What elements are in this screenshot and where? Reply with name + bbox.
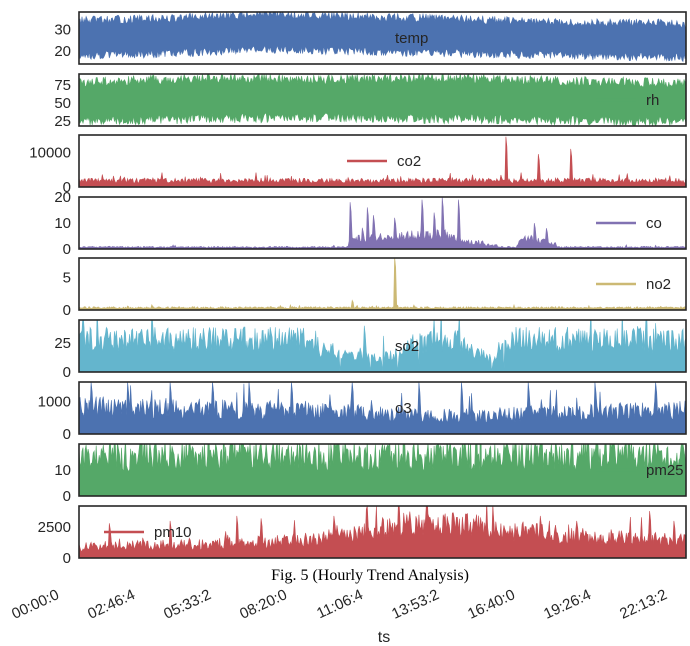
y-tick-no2-5: 5 [63,270,71,287]
y-tick-rh-50: 50 [54,95,71,112]
y-tick-rh-75: 75 [54,77,71,94]
panel-pm10: 0 2500 pm10 [38,505,687,567]
y-tick-no2-0: 0 [63,302,71,319]
series-no2 [79,258,686,310]
legend-co2: co2 [347,153,421,170]
series-o3 [79,382,686,434]
y-tick-temp-30: 30 [54,21,71,38]
x-tick-8: 22:13:2 [617,586,670,623]
y-tick-pm25-0: 0 [63,488,71,505]
figure-caption: Fig. 5 (Hourly Trend Analysis) [271,567,469,584]
panel-pm25: 0 10 pm25 [54,443,687,505]
series-so2 [79,320,686,372]
panel-frame-pm10 [78,505,687,559]
y-tick-co2-0: 0 [63,179,71,196]
y-tick-temp-20: 20 [54,43,71,60]
legend-pm25: pm25 [596,462,684,479]
x-tick-labels: 00:00:0 02:46:4 05:33:2 08:20:0 11:06:4 13:53… [9,586,670,623]
y-tick-pm25-10: 10 [54,462,71,479]
x-tick-0: 00:00:0 [9,586,62,623]
legend-label-co: co [646,215,662,232]
y-tick-co-20: 20 [54,189,71,206]
legend-label-so2: so2 [395,338,419,355]
y-tick-o3-0: 0 [63,426,71,443]
y-tick-so2-0: 0 [63,364,71,381]
panel-frame-pm25 [78,443,687,497]
series-temp [79,12,686,63]
panel-temp: 20 30 temp [54,11,687,65]
y-tick-co-0: 0 [63,241,71,258]
legend-so2: so2 [395,338,419,355]
panel-frame-o3 [78,381,687,435]
legend-o3: o3 [395,400,412,417]
legend-label-pm10: pm10 [154,524,192,541]
legend-pm10: pm10 [104,524,192,541]
y-tick-so2-25: 25 [54,335,71,352]
legend-label-co2: co2 [397,153,421,170]
legend-label-rh: rh [646,92,659,109]
legend-temp: temp [395,30,428,47]
legend-label-pm25: pm25 [646,462,684,479]
y-tick-o3-1000: 1000 [38,394,71,411]
legend-co: co [596,215,662,232]
panel-frame-co [78,196,687,250]
legend-label-no2: no2 [646,276,671,293]
panel-co: 0 10 20 co [54,189,687,258]
x-tick-7: 19:26:4 [541,586,594,623]
panel-frame-no2 [78,257,687,311]
series-rh [79,74,686,126]
x-tick-6: 16:40:0 [465,586,518,623]
series-co2 [79,136,686,187]
panel-so2: 0 25 so2 [54,319,687,381]
y-tick-pm10-0: 0 [63,550,71,567]
panel-frame-so2 [78,319,687,373]
series-co [79,197,686,249]
y-tick-pm10-2500: 2500 [38,519,71,536]
panel-no2: 0 5 no2 [63,257,687,319]
panel-frame-temp [78,11,687,65]
x-tick-1: 02:46:4 [85,586,138,623]
x-tick-4: 11:06:4 [314,586,366,622]
legend-label-o3: o3 [395,400,412,417]
legend-rh: rh [596,92,659,109]
x-tick-2: 05:33:2 [161,586,214,623]
panel-co2: 0 10000 co2 [29,134,687,196]
legend-label-temp: temp [395,30,428,47]
panel-frame-rh [78,73,687,127]
legend-no2: no2 [596,276,671,293]
x-axis-label: ts [378,629,390,646]
x-tick-5: 13:53:2 [389,586,442,623]
series-pm25 [79,444,686,496]
y-tick-rh-25: 25 [54,113,71,130]
y-tick-co-10: 10 [54,215,71,232]
x-tick-3: 08:20:0 [237,586,290,623]
panel-o3: 0 1000 o3 [38,381,687,443]
series-pm10 [79,506,686,558]
y-tick-co2-10000: 10000 [29,144,71,161]
panel-frame-co2 [78,134,687,188]
